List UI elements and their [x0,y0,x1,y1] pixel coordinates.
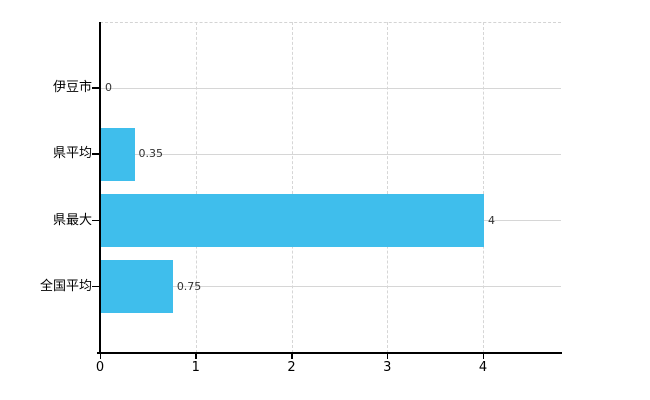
category-label: 伊豆市 [52,80,92,96]
x-gridline [387,22,389,353]
x-tick-label: 1 [191,360,200,375]
x-axis-tick [482,354,484,359]
y-gridline [100,87,561,89]
category-label: 県平均 [52,146,92,162]
bar [101,260,173,314]
x-tick-label: 0 [95,360,105,375]
x-gridline [483,22,484,353]
bar-value-label: 0 [105,81,112,95]
y-gridline [100,286,561,288]
x-axis-tick [291,354,293,359]
x-tick-label: 3 [383,360,392,375]
plot-top-border [100,22,561,23]
category-label: 全国平均 [39,278,92,294]
x-gridline [291,22,293,353]
x-axis-tick [99,354,101,359]
y-axis-tick [92,153,100,155]
category-label: 県最大 [52,212,92,228]
y-gridline [100,153,561,155]
bar-value-label: 0.75 [176,279,202,293]
bar [101,127,135,181]
x-axis-tick [195,354,197,359]
y-axis-tick [92,87,100,89]
x-tick-label: 4 [478,360,488,375]
x-tick-label: 2 [287,360,296,375]
bar-value-label: 0.35 [138,147,164,161]
y-axis-tick [92,219,100,222]
bar-value-label: 4 [488,213,495,227]
x-axis-tick [386,354,389,359]
x-gridline [195,22,197,353]
y-axis-tick [92,285,100,288]
bar [101,194,484,248]
x-axis-line [97,352,562,354]
y-axis-line [99,22,101,353]
